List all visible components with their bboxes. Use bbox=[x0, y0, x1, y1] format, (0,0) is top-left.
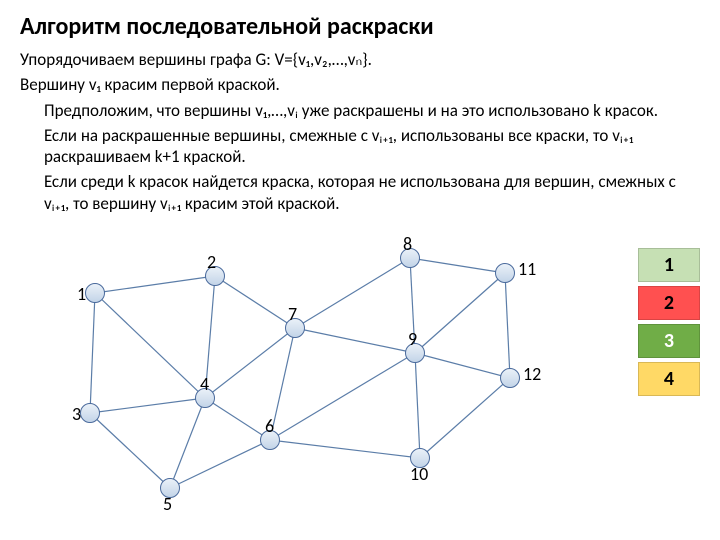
graph-node-label: 4 bbox=[200, 373, 209, 395]
para-2: Вершину v₁ красим первой краской. bbox=[20, 74, 700, 95]
graph-node-label: 10 bbox=[410, 463, 428, 485]
graph-edge bbox=[295, 258, 410, 328]
graph-edges bbox=[20, 218, 580, 518]
graph-node-label: 3 bbox=[72, 403, 81, 425]
graph-node bbox=[495, 263, 515, 283]
graph-node bbox=[80, 403, 100, 423]
graph-edge bbox=[95, 293, 205, 398]
graph-node-label: 1 bbox=[77, 283, 86, 305]
graph-edge bbox=[505, 273, 510, 378]
color-legend: 1 2 3 4 bbox=[638, 248, 700, 400]
graph-edge bbox=[415, 273, 505, 353]
graph-edge bbox=[95, 276, 215, 293]
para-5: Если среди k красок найдется краска, кот… bbox=[20, 171, 700, 214]
graph-edge bbox=[170, 440, 270, 488]
graph-edge bbox=[215, 276, 295, 328]
graph-node-label: 6 bbox=[265, 415, 274, 437]
graph-edge bbox=[420, 378, 510, 458]
graph-edge bbox=[415, 353, 420, 458]
graph-node-label: 8 bbox=[403, 233, 412, 255]
legend-item: 1 bbox=[638, 248, 700, 282]
para-3: Предположим, что вершины v₁,…,vᵢ уже рас… bbox=[20, 100, 700, 121]
graph-node bbox=[85, 283, 105, 303]
graph-node-label: 11 bbox=[518, 258, 536, 280]
graph-edge bbox=[90, 413, 170, 488]
graph-edge bbox=[295, 328, 415, 353]
graph-node-label: 9 bbox=[408, 328, 417, 350]
graph-edge bbox=[410, 258, 505, 273]
legend-item: 3 bbox=[638, 324, 700, 358]
graph-edge bbox=[90, 293, 95, 413]
graph-diagram: 123456789101112 1234 bbox=[20, 218, 700, 518]
graph-edge bbox=[270, 353, 415, 440]
graph-node-label: 12 bbox=[523, 363, 541, 385]
graph-node-label: 5 bbox=[163, 493, 172, 515]
legend-item: 4 bbox=[638, 362, 700, 396]
para-1: Упорядочиваем вершины графа G: V={v₁,v₂,… bbox=[20, 49, 700, 70]
graph-edge bbox=[90, 398, 205, 413]
graph-edge bbox=[205, 398, 270, 440]
page-title: Алгоритм последовательной раскраски bbox=[20, 12, 700, 41]
legend-item: 2 bbox=[638, 286, 700, 320]
graph-node-label: 7 bbox=[288, 303, 297, 325]
graph-node bbox=[500, 368, 520, 388]
graph-edge bbox=[415, 353, 510, 378]
para-4: Если на раскрашенные вершины, смежные с … bbox=[20, 125, 700, 168]
graph-node-label: 2 bbox=[207, 251, 216, 273]
graph-edge bbox=[170, 398, 205, 488]
graph-edge bbox=[270, 440, 420, 458]
